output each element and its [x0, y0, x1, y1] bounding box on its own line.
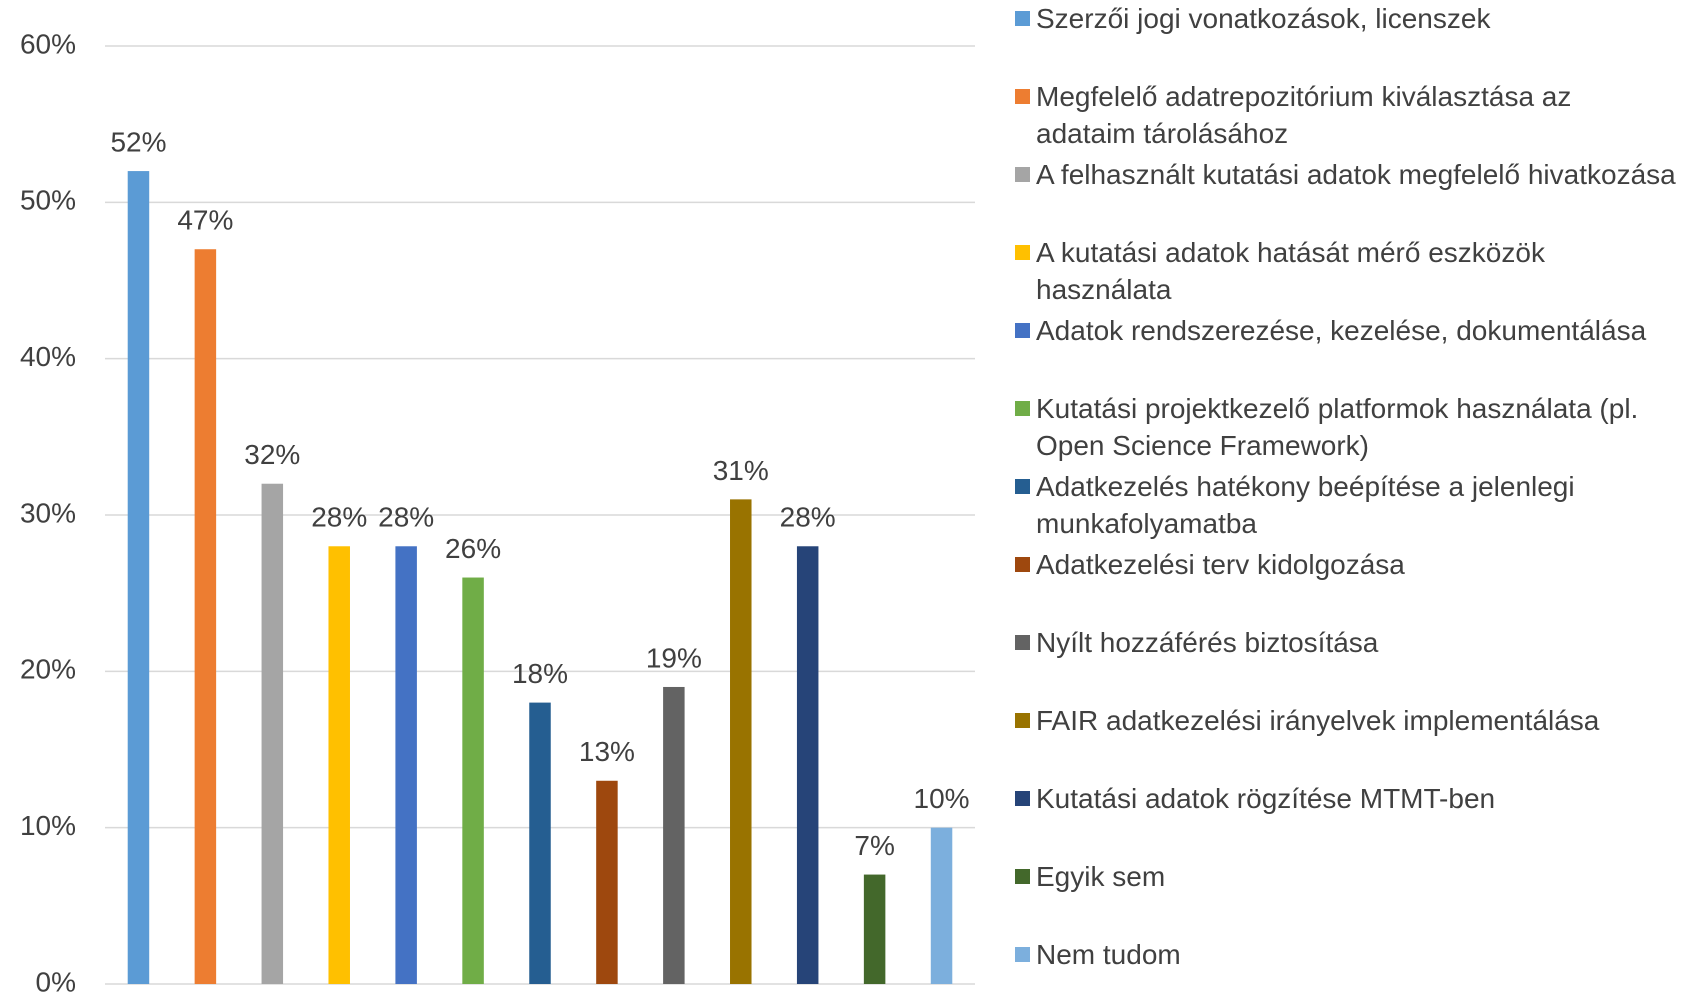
bar [529, 702, 551, 984]
legend-item: Adatok rendszerezése, kezelése, dokument… [1015, 312, 1680, 349]
legend-swatch [1015, 11, 1030, 26]
legend-swatch [1015, 167, 1030, 182]
data-label: 18% [512, 658, 568, 689]
legend-swatch [1015, 869, 1030, 884]
legend-item: Nyílt hozzáférés biztosítása [1015, 624, 1680, 661]
plot-area: 0% 10% 20% 30% 40% 50% 60% 52% 47% 32% 28% 28% 26% 18… [20, 28, 975, 995]
legend-item: Egyik sem [1015, 858, 1680, 895]
legend-text: A felhasznált kutatási adatok megfelelő … [1036, 159, 1676, 190]
bar [796, 546, 819, 984]
legend-text: Adatok rendszerezése, kezelése, dokument… [1036, 315, 1647, 346]
legend-swatch [1015, 947, 1030, 962]
legend-item: Szerzői jogi vonatkozások, licenszek [1015, 0, 1680, 37]
data-label: 7% [854, 830, 894, 861]
legend-swatch [1015, 401, 1030, 416]
bar [261, 483, 284, 984]
legend-item: Megfelelő adatrepozitórium kiválasztása … [1015, 78, 1680, 152]
data-label: 28% [311, 502, 367, 533]
legend-swatch [1015, 89, 1030, 104]
data-label: 31% [713, 455, 769, 486]
bar [596, 780, 618, 984]
bar [462, 577, 484, 984]
data-label: 32% [244, 439, 300, 470]
legend-text: Nyílt hozzáférés biztosítása [1036, 627, 1379, 658]
legend-swatch [1015, 479, 1030, 494]
legend-text: Megfelelő adatrepozitórium kiválasztása … [1036, 81, 1572, 149]
bar [663, 686, 685, 984]
legend-text: Nem tudom [1036, 939, 1181, 970]
bar [930, 827, 953, 984]
legend-item: Adatkezelés hatékony beépítése a jelenle… [1015, 468, 1680, 542]
legend-item: Kutatási projektkezelő platformok haszná… [1015, 390, 1680, 464]
legend-text: Szerzői jogi vonatkozások, licenszek [1036, 3, 1491, 34]
legend-text: Kutatási projektkezelő platformok haszná… [1036, 393, 1639, 461]
data-label: 52% [110, 126, 166, 157]
y-tick-label: 50% [20, 185, 76, 216]
legend-text: FAIR adatkezelési irányelvek implementál… [1036, 705, 1600, 736]
legend-text: A kutatási adatok hatását mérő eszközök … [1036, 237, 1545, 305]
bar [328, 546, 350, 984]
data-label: 13% [579, 736, 635, 767]
bar [127, 171, 150, 985]
legend-text: Adatkezelés hatékony beépítése a jelenle… [1036, 471, 1575, 539]
legend-item: Nem tudom [1015, 936, 1680, 973]
y-tick-label: 20% [20, 654, 76, 685]
y-tick-label: 0% [36, 966, 76, 995]
data-label: 47% [177, 205, 233, 236]
legend-swatch [1015, 635, 1030, 650]
y-tick-label: 30% [20, 497, 76, 528]
legend-swatch [1015, 245, 1030, 260]
legend-text: Kutatási adatok rögzítése MTMT-ben [1036, 783, 1496, 814]
data-label: 19% [646, 642, 702, 673]
data-label: 28% [378, 502, 434, 533]
legend-swatch [1015, 791, 1030, 806]
legend-item: A kutatási adatok hatását mérő eszközök … [1015, 234, 1680, 308]
y-tick-label: 60% [20, 28, 76, 59]
data-label: 26% [445, 533, 501, 564]
legend-item: Kutatási adatok rögzítése MTMT-ben [1015, 780, 1680, 817]
legend-swatch [1015, 713, 1030, 728]
legend-swatch [1015, 557, 1030, 572]
y-tick-label: 40% [20, 341, 76, 372]
bar [194, 249, 217, 984]
bar [395, 546, 417, 984]
bar [730, 499, 752, 984]
legend-swatch [1015, 323, 1030, 338]
legend-text: Adatkezelési terv kidolgozása [1036, 549, 1405, 580]
legend-text: Egyik sem [1036, 861, 1166, 892]
data-label: 28% [780, 502, 836, 533]
legend-item: A felhasznált kutatási adatok megfelelő … [1015, 156, 1680, 193]
y-tick-label: 10% [20, 810, 76, 841]
bar [863, 874, 886, 984]
legend-item: FAIR adatkezelési irányelvek implementál… [1015, 702, 1680, 739]
legend-item: Adatkezelési terv kidolgozása [1015, 546, 1680, 583]
data-label: 10% [914, 783, 970, 814]
